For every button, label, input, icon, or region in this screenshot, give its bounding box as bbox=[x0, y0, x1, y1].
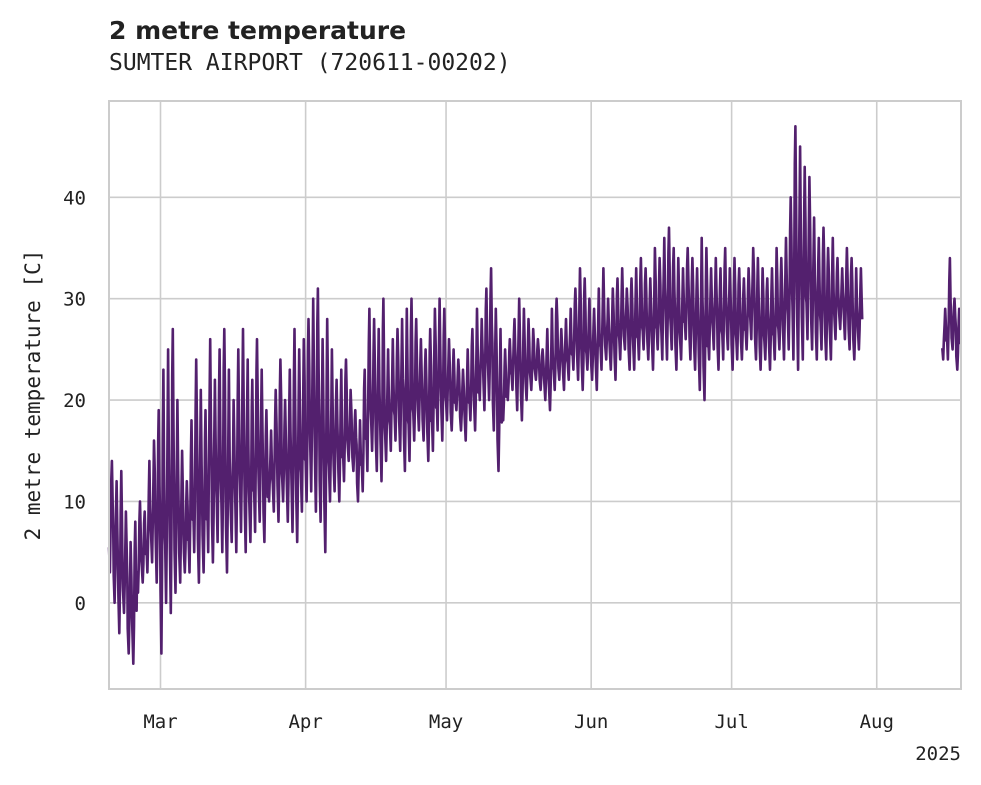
x-year-label: 2025 bbox=[915, 743, 961, 765]
temperature-line-segment-2 bbox=[941, 256, 962, 372]
temperature-series bbox=[107, 125, 962, 666]
chart-subtitle: SUMTER AIRPORT (720611-00202) bbox=[109, 50, 511, 76]
x-axis: Mar Apr May Jun Jul Aug bbox=[143, 711, 894, 733]
y-tick-label-30: 30 bbox=[63, 289, 86, 311]
x-tick-label-may: May bbox=[429, 711, 463, 733]
plot-frame bbox=[108, 100, 962, 690]
chart-title: 2 metre temperature bbox=[109, 16, 407, 45]
x-tick-label-apr: Apr bbox=[288, 711, 322, 733]
y-tick-label-40: 40 bbox=[63, 187, 86, 209]
y-axis-label: 2 metre temperature [C] bbox=[21, 250, 45, 541]
x-tick-label-mar: Mar bbox=[143, 711, 177, 733]
y-tick-label-0: 0 bbox=[75, 593, 86, 615]
temperature-line-segment-1 bbox=[107, 125, 864, 666]
y-tick-label-20: 20 bbox=[63, 390, 86, 412]
x-tick-label-jun: Jun bbox=[574, 711, 608, 733]
y-axis: 0 10 20 30 40 bbox=[63, 187, 86, 615]
y-tick-label-10: 10 bbox=[63, 491, 86, 513]
x-tick-label-jul: Jul bbox=[714, 711, 748, 733]
x-tick-label-aug: Aug bbox=[860, 711, 894, 733]
